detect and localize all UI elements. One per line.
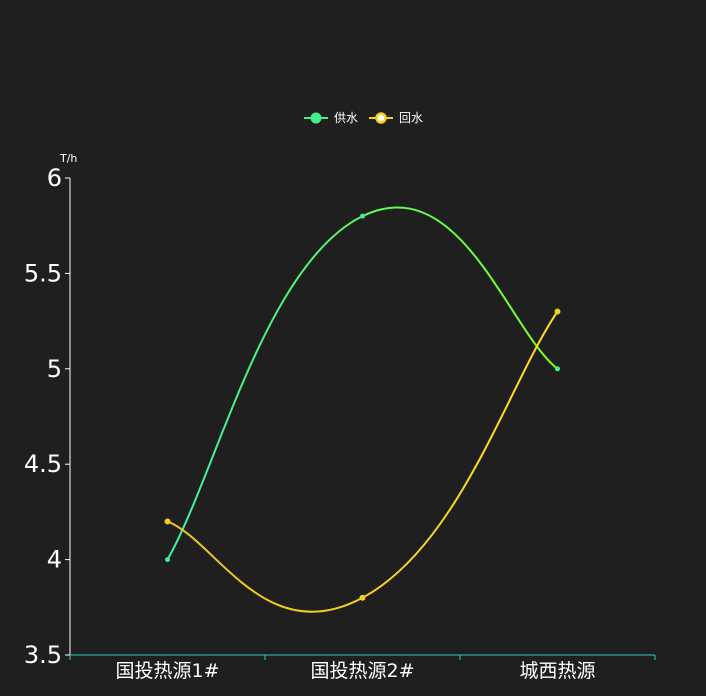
x-category-label: 国投热源2# xyxy=(310,660,414,682)
series-points xyxy=(164,213,561,601)
y-axis-unit: T/h xyxy=(59,152,77,165)
x-axis-ticks: 国投热源1# 国投热源2# 城西热源 xyxy=(69,655,656,682)
x-category-label: 国投热源1# xyxy=(115,660,219,682)
data-point-series-0-1[interactable] xyxy=(360,213,365,219)
y-tick-label: 6 xyxy=(47,164,62,192)
y-tick-label: 5 xyxy=(47,355,62,383)
y-tick-label: 5.5 xyxy=(24,259,62,287)
series-line-0 xyxy=(166,206,559,561)
legend-item-return[interactable]: 回水 xyxy=(369,111,423,125)
legend-label-return: 回水 xyxy=(399,111,423,125)
data-point-series-1-0[interactable] xyxy=(164,518,171,525)
legend-label-supply: 供水 xyxy=(334,111,358,125)
y-tick-label: 4.5 xyxy=(24,450,62,478)
legend-marker-return xyxy=(375,112,387,124)
data-point-series-0-0[interactable] xyxy=(165,557,170,563)
x-category-label: 城西热源 xyxy=(519,660,595,682)
legend-item-supply[interactable]: 供水 xyxy=(304,111,358,125)
series-lines xyxy=(166,206,559,613)
data-point-series-1-1[interactable] xyxy=(359,594,366,601)
legend[interactable]: 供水 回水 xyxy=(304,111,423,125)
y-axis-ticks: 3.5 4 4.5 5 5.5 6 xyxy=(24,164,70,669)
legend-marker-supply xyxy=(310,112,322,124)
y-tick-label: 4 xyxy=(47,546,62,574)
series-line-1 xyxy=(167,310,559,613)
y-tick-label: 3.5 xyxy=(24,641,62,669)
data-point-series-1-2[interactable] xyxy=(554,308,561,315)
data-point-series-0-2[interactable] xyxy=(555,366,560,372)
